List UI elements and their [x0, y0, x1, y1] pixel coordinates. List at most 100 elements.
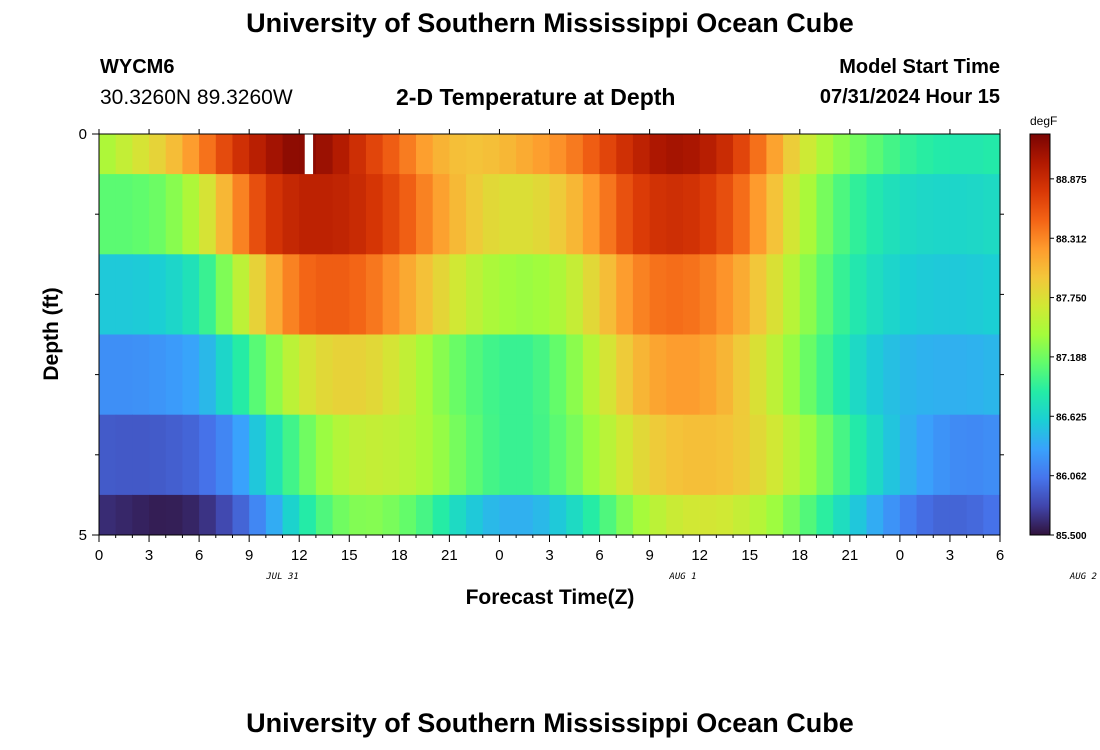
heatmap-cell	[733, 334, 751, 416]
heatmap-cell	[232, 494, 250, 536]
heatmap-cell	[949, 134, 968, 175]
heatmap-cell	[449, 414, 467, 496]
heatmap-cell	[949, 414, 968, 496]
heatmap-cell	[265, 334, 284, 416]
heatmap-cell	[149, 254, 167, 335]
colorbar-tick-label: 86.062	[1056, 472, 1087, 483]
heatmap-cell	[499, 174, 517, 255]
heatmap-cell	[516, 414, 534, 496]
heatmap-cell	[799, 134, 818, 175]
heatmap-cell	[149, 134, 167, 175]
heatmap-cell	[632, 254, 651, 335]
heatmap-cell	[432, 494, 450, 536]
heatmap-cell	[716, 414, 734, 496]
heatmap-cell	[916, 134, 934, 175]
heatmap-cell	[899, 174, 918, 255]
heatmap-cell	[365, 334, 384, 416]
heatmap-cell	[499, 414, 517, 496]
x-tick-label: 15	[741, 547, 758, 564]
heatmap-cells	[99, 134, 1001, 536]
heatmap-cell	[399, 174, 417, 255]
heatmap-cell	[966, 494, 984, 536]
heatmap-cell	[315, 334, 334, 416]
heatmap-cell	[783, 134, 801, 175]
heatmap-cell	[649, 254, 667, 335]
heatmap-cell	[616, 254, 634, 335]
heatmap-cell	[132, 254, 150, 335]
heatmap-cell	[716, 494, 734, 536]
heatmap-cell	[315, 254, 334, 335]
y-tick-label: 0	[79, 126, 87, 143]
heatmap-cell	[749, 414, 768, 496]
heatmap-cell	[99, 134, 117, 175]
heatmap-cell	[249, 174, 267, 255]
heatmap-cell	[849, 254, 868, 335]
heatmap-cell	[783, 254, 801, 335]
heatmap-cell	[933, 414, 951, 496]
heatmap-cell	[99, 174, 117, 255]
heatmap-cell	[215, 334, 234, 416]
heatmap-cell	[566, 254, 584, 335]
heatmap-cell	[349, 494, 367, 536]
heatmap-cell	[432, 414, 450, 496]
heatmap-cell	[682, 334, 701, 416]
heatmap-cell	[399, 254, 417, 335]
heatmap-cell	[766, 494, 784, 536]
heatmap-cell	[432, 134, 450, 175]
heatmap-cell	[666, 414, 684, 496]
heatmap-cell	[132, 134, 150, 175]
heatmap-cell	[966, 254, 984, 335]
heatmap-cell	[182, 334, 200, 416]
heatmap-cell	[699, 494, 717, 536]
heatmap-cell	[132, 334, 150, 416]
heatmap-cell	[215, 174, 234, 255]
heatmap-cell	[983, 254, 1001, 335]
x-tick-label: 21	[441, 547, 458, 564]
heatmap-cell	[833, 334, 851, 416]
heatmap-cell	[449, 254, 467, 335]
heatmap-cell	[632, 494, 651, 536]
heatmap-cell	[199, 134, 217, 175]
heatmap-cell	[115, 334, 133, 416]
heatmap-cell	[716, 254, 734, 335]
missing-data-gap	[304, 134, 314, 175]
heatmap-cell	[549, 494, 567, 536]
colorbar: degF 85.500 86.062 86.625 87.188 87.750 88.31…	[1029, 114, 1087, 542]
footer-title: University of Southern Mississippi Ocean…	[246, 708, 854, 738]
heatmap-cell	[766, 174, 784, 255]
heatmap-cell	[482, 334, 501, 416]
heatmap-cell	[682, 174, 701, 255]
heatmap-cell	[566, 414, 584, 496]
heatmap-cell	[766, 334, 784, 416]
heatmap-cell	[566, 174, 584, 255]
y-tick-label: 5	[79, 527, 87, 544]
heatmap-cell	[883, 334, 901, 416]
heatmap-cell	[833, 494, 851, 536]
heatmap-cell	[849, 414, 868, 496]
x-tick-label: 3	[946, 547, 954, 564]
heatmap-cell	[532, 494, 551, 536]
heatmap-cell	[315, 134, 334, 175]
heatmap-cell	[132, 414, 150, 496]
heatmap-cell	[783, 494, 801, 536]
heatmap-cell	[733, 494, 751, 536]
heatmap-cell	[799, 414, 818, 496]
heatmap-cell	[682, 254, 701, 335]
heatmap-cell	[783, 334, 801, 416]
heatmap-cell	[182, 494, 200, 536]
heatmap-cell	[265, 414, 284, 496]
heatmap-cell	[165, 134, 184, 175]
heatmap-cell	[899, 254, 918, 335]
y-axis-label: Depth (ft)	[40, 287, 63, 380]
heatmap-cell	[899, 134, 918, 175]
heatmap-cell	[966, 414, 984, 496]
heatmap-cell	[983, 174, 1001, 255]
heatmap-cell	[833, 254, 851, 335]
heatmap-cell	[983, 494, 1001, 536]
heatmap-cell	[933, 334, 951, 416]
station-coordinates: 30.3260N 89.3260W	[100, 86, 293, 109]
heatmap-cell	[666, 334, 684, 416]
station-id: WYCM6	[100, 56, 175, 78]
heatmap-cell	[332, 414, 350, 496]
heatmap-cell	[516, 494, 534, 536]
